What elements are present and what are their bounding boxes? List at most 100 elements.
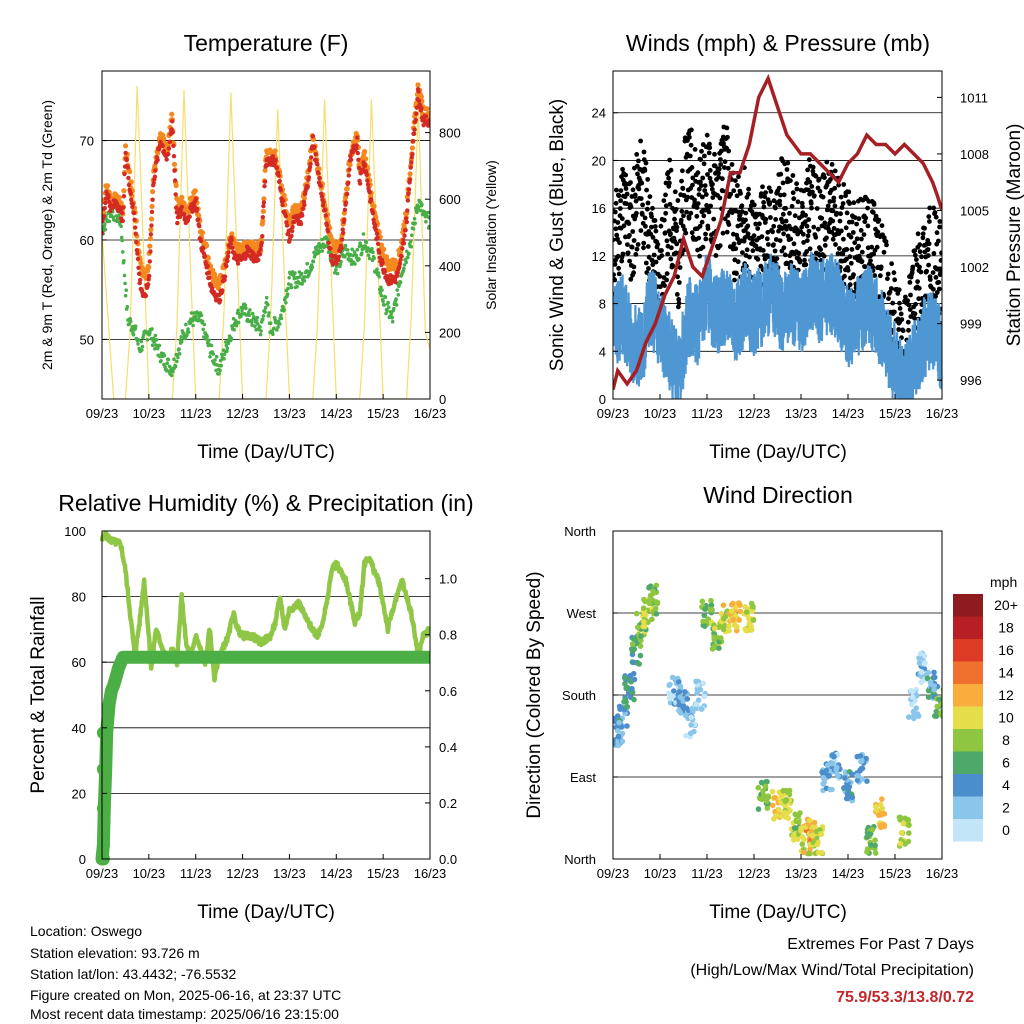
gust-point [927, 277, 933, 282]
gust-point [667, 157, 673, 163]
gust-point [649, 258, 655, 263]
wind-direction-point [841, 784, 848, 791]
gust-point [767, 200, 773, 206]
temp-2m-series-point [170, 130, 175, 135]
dewpoint-series-point [410, 233, 414, 237]
colorbar-label: 6 [1002, 755, 1010, 771]
dewpoint-series-point [334, 267, 338, 272]
gust-point [701, 213, 707, 219]
winds-xlabel: Time (Day/UTC) [709, 442, 847, 463]
gust-point [937, 224, 942, 230]
gust-point [881, 249, 887, 255]
info-recent: Most recent data timestamp: 2025/06/16 2… [30, 1006, 339, 1022]
gust-point [905, 298, 911, 304]
wind-direction-point [762, 783, 769, 790]
gust-point [768, 189, 774, 194]
wind-direction-point [650, 588, 656, 594]
gust-point [813, 234, 819, 240]
dewpoint-series-point [259, 329, 263, 333]
temp-9m-series-point [147, 243, 153, 249]
wind-direction-point [635, 624, 641, 631]
winds-xtick-label: 13/23 [785, 406, 818, 421]
colorbar-label: 20+ [994, 597, 1018, 613]
temp-2m-series-point [416, 89, 421, 94]
dewpoint-series-point [232, 327, 236, 332]
temp-2m-series-point [201, 246, 206, 251]
temp-2m-series-point [316, 170, 321, 176]
temp-2m-series-point [280, 198, 286, 203]
gust-point [838, 211, 843, 217]
gust-point [832, 185, 838, 191]
temp-9m-series-point [146, 264, 152, 270]
temp-2m-series-point [339, 237, 345, 242]
temp-2m-series-point [375, 241, 381, 246]
wind-direction-point [698, 706, 705, 712]
temp-2m-series-point [414, 105, 420, 110]
gust-point [615, 253, 621, 259]
gust-point [773, 237, 779, 242]
wind-direction-point [823, 767, 830, 774]
wind-direction-point [872, 850, 879, 856]
gust-point [632, 192, 638, 198]
gust-point [631, 270, 636, 276]
info-elevation: Station elevation: 93.726 m [30, 945, 200, 961]
wind-direction-point [683, 705, 690, 711]
temp-2m-series-point [341, 230, 346, 236]
gust-point [832, 203, 838, 209]
wind-direction-point [875, 812, 882, 818]
humidity-ytick-label: 80 [72, 590, 86, 605]
temp-2m-series-point [412, 127, 417, 132]
gust-point [638, 228, 644, 234]
gust-point [703, 236, 709, 242]
gust-point [700, 244, 706, 250]
temp-2m-series-point [319, 194, 325, 199]
gust-point [897, 306, 903, 311]
wind-direction-point [830, 760, 836, 767]
temp-9m-series-point [316, 166, 322, 172]
gust-point [814, 206, 820, 211]
direction-ylabel-left: Direction (Colored By Speed) [524, 571, 545, 818]
gust-point [678, 217, 684, 223]
dewpoint-series-point [244, 313, 249, 317]
gust-point [690, 182, 695, 188]
wind-direction-point [864, 778, 870, 784]
gust-point [795, 199, 801, 205]
gust-point [844, 210, 850, 216]
temp-2m-series-point [126, 175, 131, 181]
dewpoint-series-point [249, 320, 254, 324]
temp-9m-series-point [204, 243, 210, 249]
temp-2m-series-point [355, 135, 360, 140]
temp-2m-series-point [277, 178, 282, 184]
dewpoint-series-point [281, 305, 285, 309]
gust-point [912, 248, 918, 254]
gust-point [613, 277, 618, 283]
humidity-plot-frame [101, 530, 431, 860]
gust-point [839, 228, 844, 234]
gust-point [739, 209, 745, 215]
wind-direction-point [743, 609, 750, 615]
dewpoint-series-point [277, 322, 282, 326]
gust-point [713, 253, 719, 258]
wind-direction-point [940, 687, 942, 693]
temp-2m-series-point [408, 165, 413, 170]
gust-point [645, 244, 651, 249]
winds-ytick-label: 4 [599, 344, 606, 359]
dewpoint-series-point [173, 364, 178, 369]
dewpoint-series-point [268, 321, 273, 326]
dewpoint-series-point [404, 260, 409, 265]
gust-point [694, 205, 700, 210]
gust-point [674, 224, 680, 230]
temperature-panel: Temperature (F) 50 60 70 0 200 400 600 800 09/23… [39, 30, 499, 463]
temperature-xtick-label: 11/23 [180, 406, 212, 421]
wind-direction-point [799, 834, 806, 840]
temp-2m-series-point [402, 233, 407, 238]
wind-direction-point [815, 849, 822, 856]
dewpoint-series-point [303, 275, 307, 279]
gust-point [746, 186, 751, 192]
gust-point [835, 251, 841, 256]
wind-direction-point [869, 826, 876, 833]
temp-2m-series-point [276, 173, 281, 178]
gust-point [868, 258, 873, 263]
gust-point [863, 215, 869, 221]
gust-point [716, 166, 722, 172]
